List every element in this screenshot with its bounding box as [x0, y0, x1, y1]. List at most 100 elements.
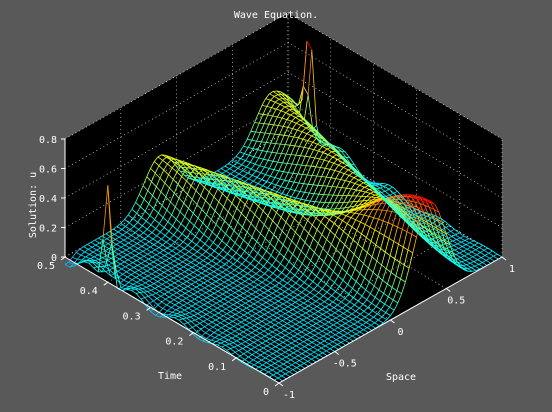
- mesh-line-x: [145, 215, 151, 222]
- surface-mesh: [64, 40, 503, 384]
- mesh-line-t: [312, 325, 318, 329]
- mesh-line-t: [135, 293, 142, 300]
- mesh-line-t: [247, 273, 253, 277]
- mesh-line-t: [244, 280, 251, 285]
- mesh-line-x: [432, 237, 436, 240]
- mesh-line-t: [341, 213, 347, 217]
- mesh-line-t: [343, 230, 349, 236]
- mesh-line-x: [241, 259, 246, 265]
- mesh-line-t: [159, 290, 165, 295]
- mesh-line-x: [162, 210, 168, 218]
- mesh-line-t: [192, 288, 198, 293]
- mesh-line-x: [235, 246, 241, 253]
- mesh-line-t: [183, 248, 190, 252]
- mesh-line-x: [331, 235, 336, 245]
- mesh-line-t: [298, 223, 305, 229]
- mesh-line-x: [245, 154, 250, 161]
- mesh-line-t: [235, 156, 241, 159]
- mesh-line-t: [160, 274, 166, 278]
- mesh-line-t: [295, 282, 301, 287]
- mesh-line-t: [124, 244, 130, 249]
- mesh-line-x: [164, 252, 169, 256]
- mesh-line-x: [218, 193, 223, 203]
- mesh-line-t: [169, 157, 174, 160]
- mesh-line-x: [412, 237, 417, 253]
- mesh-line-x: [380, 303, 386, 310]
- mesh-line-x: [310, 335, 315, 338]
- mesh-line-x: [253, 253, 259, 260]
- mesh-line-t: [336, 211, 342, 214]
- mesh-line-t: [203, 282, 209, 287]
- mesh-line-x: [283, 361, 288, 365]
- mesh-line-t: [149, 241, 155, 245]
- mesh-line-t: [83, 261, 89, 264]
- mesh-line-t: [178, 238, 184, 243]
- mesh-line-t: [262, 185, 268, 189]
- mesh-line-x: [149, 261, 154, 265]
- mesh-line-t: [296, 350, 303, 354]
- mesh-line-t: [232, 304, 239, 308]
- mesh-line-x: [98, 235, 103, 239]
- mesh-line-t: [270, 365, 277, 369]
- mesh-line-t: [169, 187, 175, 194]
- mesh-line-x: [281, 373, 286, 377]
- mesh-line-x: [455, 232, 460, 236]
- mesh-line-t: [249, 344, 256, 348]
- mesh-line-t: [287, 328, 294, 332]
- mesh-line-x: [169, 255, 174, 259]
- mesh-line-x: [148, 195, 153, 205]
- mesh-line-t: [310, 315, 316, 319]
- mesh-line-x: [298, 297, 303, 301]
- mesh-line-t: [404, 203, 410, 206]
- mesh-line-t: [269, 300, 275, 304]
- mesh-line-t: [109, 231, 115, 235]
- mesh-line-x: [227, 177, 232, 182]
- mesh-line-t: [285, 144, 290, 146]
- mesh-line-x: [431, 215, 436, 219]
- mesh-line-x: [278, 279, 283, 284]
- mesh-line-t: [231, 337, 238, 342]
- mesh-line-x: [232, 318, 237, 322]
- mesh-line-t: [273, 195, 279, 199]
- mesh-line-x: [239, 293, 244, 296]
- mesh-line-t: [251, 168, 257, 172]
- mesh-line-t: [267, 367, 273, 371]
- mesh-line-t: [425, 228, 432, 233]
- mesh-line-x: [266, 255, 272, 262]
- mesh-line-x: [326, 287, 332, 293]
- mesh-line-t: [281, 196, 287, 199]
- mesh-line-x: [368, 256, 373, 269]
- mesh-line-t: [375, 306, 382, 310]
- mesh-line-x: [332, 186, 338, 196]
- mesh-line-t: [139, 258, 146, 262]
- mesh-line-x: [227, 294, 232, 298]
- mesh-line-t: [237, 168, 243, 172]
- mesh-line-t: [359, 184, 365, 188]
- mesh-line-t: [296, 289, 302, 293]
- mesh-line-x: [271, 346, 276, 350]
- mesh-line-t: [367, 307, 373, 312]
- mesh-line-t: [261, 359, 267, 364]
- mesh-line-x: [247, 349, 252, 352]
- mesh-line-t: [156, 235, 162, 240]
- mesh-line-x: [233, 302, 238, 305]
- mesh-line-t: [212, 326, 219, 331]
- mesh-line-t: [305, 334, 312, 338]
- mesh-line-x: [193, 217, 199, 226]
- mesh-line-x: [344, 337, 349, 341]
- mesh-line-t: [325, 306, 331, 311]
- mesh-line-t: [215, 257, 221, 262]
- mesh-line-t: [209, 205, 216, 212]
- mesh-line-t: [329, 348, 336, 352]
- mesh-line-x: [254, 262, 260, 268]
- mesh-line-t: [92, 251, 99, 256]
- mesh-line-x: [131, 277, 137, 281]
- mesh-line-x: [275, 344, 280, 347]
- mesh-line-t: [188, 269, 194, 273]
- mesh-line-t: [183, 324, 189, 330]
- mesh-line-t: [259, 165, 265, 168]
- mesh-line-x: [106, 236, 111, 240]
- mesh-line-t: [171, 307, 177, 311]
- mesh-line-t: [205, 200, 211, 206]
- mesh-line-x: [209, 271, 214, 275]
